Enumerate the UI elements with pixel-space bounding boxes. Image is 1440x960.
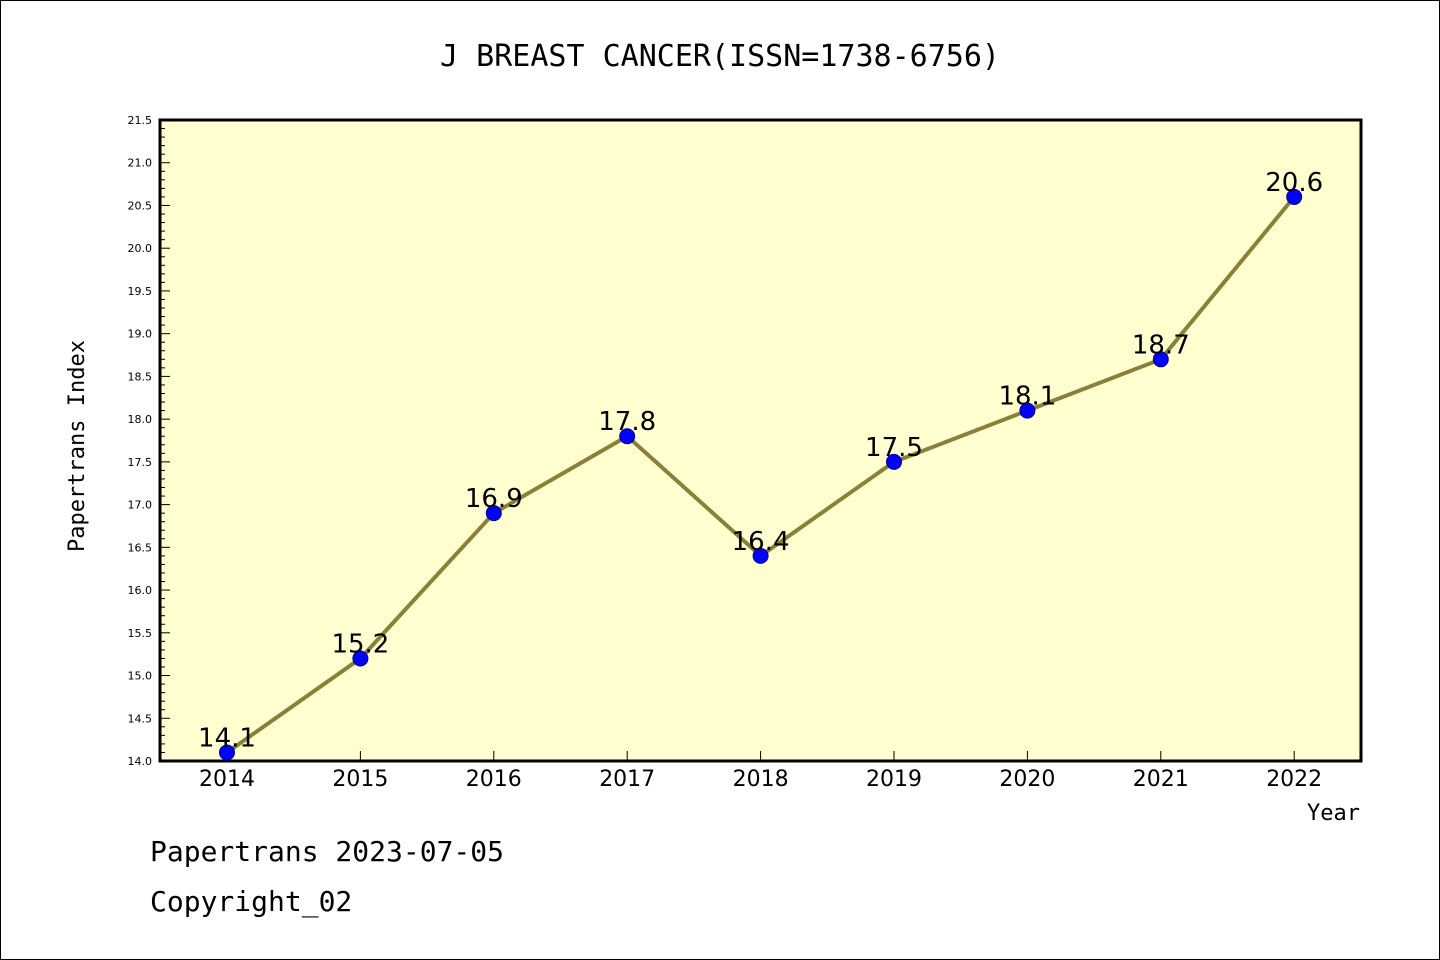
y-tick-label: 17.0 xyxy=(128,499,153,512)
data-label: 18.7 xyxy=(1132,330,1190,360)
data-label: 20.6 xyxy=(1265,168,1323,198)
x-tick-label: 2019 xyxy=(866,767,922,792)
data-label: 17.8 xyxy=(598,407,656,437)
data-point xyxy=(752,547,769,564)
data-label: 18.1 xyxy=(998,382,1056,412)
y-tick-label: 20.0 xyxy=(128,242,153,255)
x-tick-label: 2014 xyxy=(199,767,255,792)
data-label: 16.9 xyxy=(465,484,523,514)
y-tick-label: 14.5 xyxy=(128,712,153,725)
x-axis-label: Year xyxy=(1307,801,1360,826)
x-tick-label: 2016 xyxy=(466,767,522,792)
x-axis: 2014 2015 2016 2017 2018 2019 2020 2021 2022 xyxy=(199,751,1322,792)
footer-date: Papertrans 2023-07-05 xyxy=(150,835,505,868)
data-point xyxy=(1019,402,1036,419)
y-tick-label: 21.5 xyxy=(128,114,153,127)
footer-copyright: Copyright_02 xyxy=(150,885,353,918)
y-tick-label: 17.5 xyxy=(128,456,153,469)
data-point xyxy=(219,744,235,761)
y-tick-label: 18.0 xyxy=(128,413,153,426)
y-tick-label: 21.0 xyxy=(128,157,153,170)
y-tick-label: 19.0 xyxy=(128,328,153,341)
x-tick-label: 2021 xyxy=(1133,767,1189,792)
y-tick-label: 14.0 xyxy=(128,755,153,768)
data-labels: 14.1 15.2 16.9 17.8 16.4 17.5 18.1 18.7 20.6 xyxy=(198,168,1323,754)
data-point xyxy=(1286,188,1303,205)
x-tick-label: 2022 xyxy=(1266,767,1322,792)
data-point xyxy=(619,428,636,445)
y-tick-label: 16.0 xyxy=(128,584,153,597)
data-point xyxy=(485,505,502,522)
x-tick-label: 2020 xyxy=(999,767,1055,792)
data-point xyxy=(1152,351,1169,368)
chart-title: J BREAST CANCER(ISSN=1738-6756) xyxy=(440,39,1000,74)
x-tick-label: 2017 xyxy=(599,767,655,792)
y-axis: 14.0 14.5 15.0 15.5 16.0 16.5 17.0 17.5 18.0 18.5… xyxy=(128,114,170,768)
plot-area xyxy=(158,118,1363,763)
data-point xyxy=(886,453,902,470)
data-label: 15.2 xyxy=(331,629,389,659)
y-tick-label: 16.5 xyxy=(128,541,153,554)
data-label: 16.4 xyxy=(732,527,790,557)
y-tick-label: 15.0 xyxy=(128,670,153,683)
data-label: 17.5 xyxy=(865,433,923,463)
y-tick-label: 18.5 xyxy=(128,370,153,383)
data-label: 14.1 xyxy=(198,723,256,753)
y-axis-label: Papertrans Index xyxy=(65,340,90,552)
y-tick-label: 15.5 xyxy=(128,627,153,640)
y-tick-label: 19.5 xyxy=(128,285,153,298)
x-tick-label: 2018 xyxy=(733,767,789,792)
y-tick-label: 20.5 xyxy=(128,199,153,212)
markers xyxy=(219,188,1303,761)
x-tick-label: 2015 xyxy=(332,767,388,792)
data-point xyxy=(352,650,369,667)
